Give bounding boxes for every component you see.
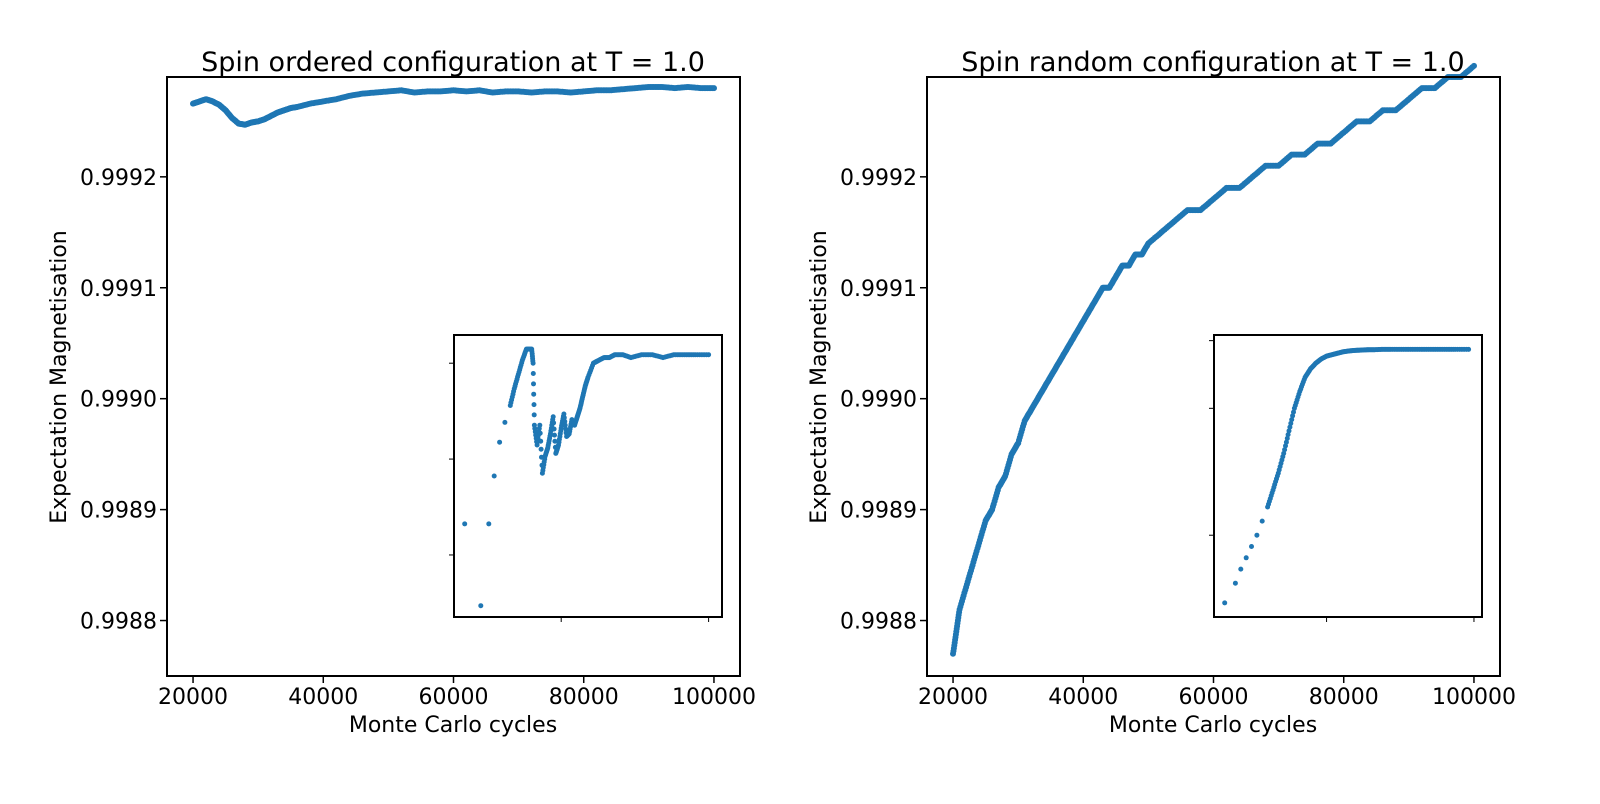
inset-data-point <box>690 352 696 358</box>
inset-data-point <box>562 422 568 428</box>
inset-data-point <box>1440 346 1446 352</box>
left-panel-ordered: Spin ordered configuration at T = 1.0 Mo… <box>47 47 756 738</box>
y-tick-label: 0.9991 <box>80 277 157 302</box>
inset-data-point <box>478 603 484 609</box>
inset-data-point <box>1243 555 1249 561</box>
chart-title: Spin ordered configuration at T = 1.0 <box>201 47 705 78</box>
x-axis-label: Monte Carlo cycles <box>349 713 557 738</box>
x-tick-label: 20000 <box>918 685 988 710</box>
inset-data-point <box>1222 600 1228 606</box>
inset-data-point <box>1408 346 1413 352</box>
data-point <box>1471 62 1477 69</box>
inset-data-point <box>1283 439 1289 445</box>
inset-data-point <box>531 391 537 397</box>
inset-data-point <box>1397 346 1403 352</box>
x-tick-label: 100000 <box>1432 685 1516 710</box>
inset-data-point <box>547 433 553 439</box>
x-axis-label: Monte Carlo cycles <box>1109 713 1317 738</box>
y-tick-label: 0.9989 <box>840 499 917 524</box>
y-tick-label: 0.9988 <box>80 610 157 635</box>
inset-data-point <box>538 446 544 452</box>
x-tick-label: 80000 <box>549 685 619 710</box>
inset-data-point <box>561 415 567 421</box>
inset-data-point <box>1291 409 1296 415</box>
inset-data-point <box>680 352 686 358</box>
inset-data-point <box>1282 447 1288 453</box>
inset-data-point <box>1289 417 1295 423</box>
x-tick-label: 80000 <box>1309 685 1379 710</box>
y-axis-label: Expectation Magnetisation <box>47 230 72 524</box>
inset-data-point <box>552 432 557 438</box>
x-tick-label: 100000 <box>672 685 756 710</box>
inset-data-point <box>1232 580 1238 586</box>
inset-data-point <box>1301 377 1307 383</box>
inset-data-point <box>658 354 664 360</box>
inset-data-point <box>703 352 709 358</box>
x-tick-label: 40000 <box>1048 685 1118 710</box>
inset-data-point <box>1284 435 1290 441</box>
inset-data-point <box>542 456 548 462</box>
inset-data-point <box>511 388 517 394</box>
inset-frame <box>1213 334 1483 618</box>
inset-data-point <box>558 428 564 434</box>
inset-data-point <box>1238 566 1244 572</box>
y-tick-label: 0.9990 <box>80 388 157 413</box>
inset-data-point <box>497 439 503 445</box>
inset-data-point <box>1269 490 1275 496</box>
inset-data-point <box>551 426 557 432</box>
y-tick-label: 0.9992 <box>840 166 917 191</box>
inset-data-point <box>1280 454 1286 460</box>
y-tick-label: 0.9992 <box>80 166 157 191</box>
x-tick-label: 60000 <box>419 685 489 710</box>
inset-data-point <box>491 473 497 479</box>
inset-data-point <box>462 521 468 527</box>
inset-data-point <box>1259 518 1265 524</box>
x-tick-label: 20000 <box>158 685 228 710</box>
inset-data-point <box>502 419 508 425</box>
inset-data-point <box>1254 532 1260 538</box>
y-tick-label: 0.9990 <box>840 388 917 413</box>
inset-data-point <box>1418 346 1424 352</box>
y-tick-label: 0.9989 <box>80 499 157 524</box>
inset-data-point <box>552 438 558 444</box>
inset-data-point <box>551 420 557 426</box>
inset-data-point <box>531 381 536 387</box>
y-axis-label: Expectation Magnetisation <box>807 230 832 524</box>
main-plot-area: 20000 40000 60000 80000 100000 0.9988 0.9989 0.… <box>840 62 1516 710</box>
inset-data-point <box>537 430 543 436</box>
inset-data-point <box>562 419 568 424</box>
inset-data-point <box>531 412 537 418</box>
right-panel-random: Spin random configuration at T = 1.0 Mon… <box>807 47 1516 738</box>
chart-title: Spin random configuration at T = 1.0 <box>961 47 1464 78</box>
inset-plot-area <box>1209 334 1483 622</box>
inset-data-point <box>519 360 525 366</box>
inset-data-point <box>1249 544 1254 549</box>
inset-data-point <box>515 374 521 380</box>
data-point <box>711 85 717 92</box>
inset-data-point <box>555 443 561 449</box>
inset-data-point <box>538 438 544 444</box>
inset-data-point <box>531 402 537 408</box>
x-tick-label: 60000 <box>1179 685 1249 710</box>
y-tick-label: 0.9991 <box>840 277 917 302</box>
inset-data-point <box>1288 420 1294 426</box>
inset-data-point <box>1274 473 1280 479</box>
inset-data-point <box>1285 432 1291 438</box>
inset-data-point <box>536 426 542 431</box>
inset-data-point <box>1463 346 1469 352</box>
inset-plot-area <box>449 334 723 622</box>
inset-data-point <box>530 371 536 376</box>
x-tick-label: 40000 <box>288 685 358 710</box>
inset-data-point <box>486 521 492 527</box>
inset-data-point <box>563 426 569 432</box>
main-plot-area: 20000 40000 60000 80000 100000 0.9988 0.9989 0.… <box>80 76 756 710</box>
y-tick-label: 0.9988 <box>840 610 917 635</box>
inset-data-point <box>1296 391 1302 397</box>
inset-data-point <box>1450 346 1456 352</box>
inset-data-point <box>1429 346 1435 352</box>
inset-data-point <box>530 358 536 364</box>
inset-data-point <box>544 446 550 452</box>
